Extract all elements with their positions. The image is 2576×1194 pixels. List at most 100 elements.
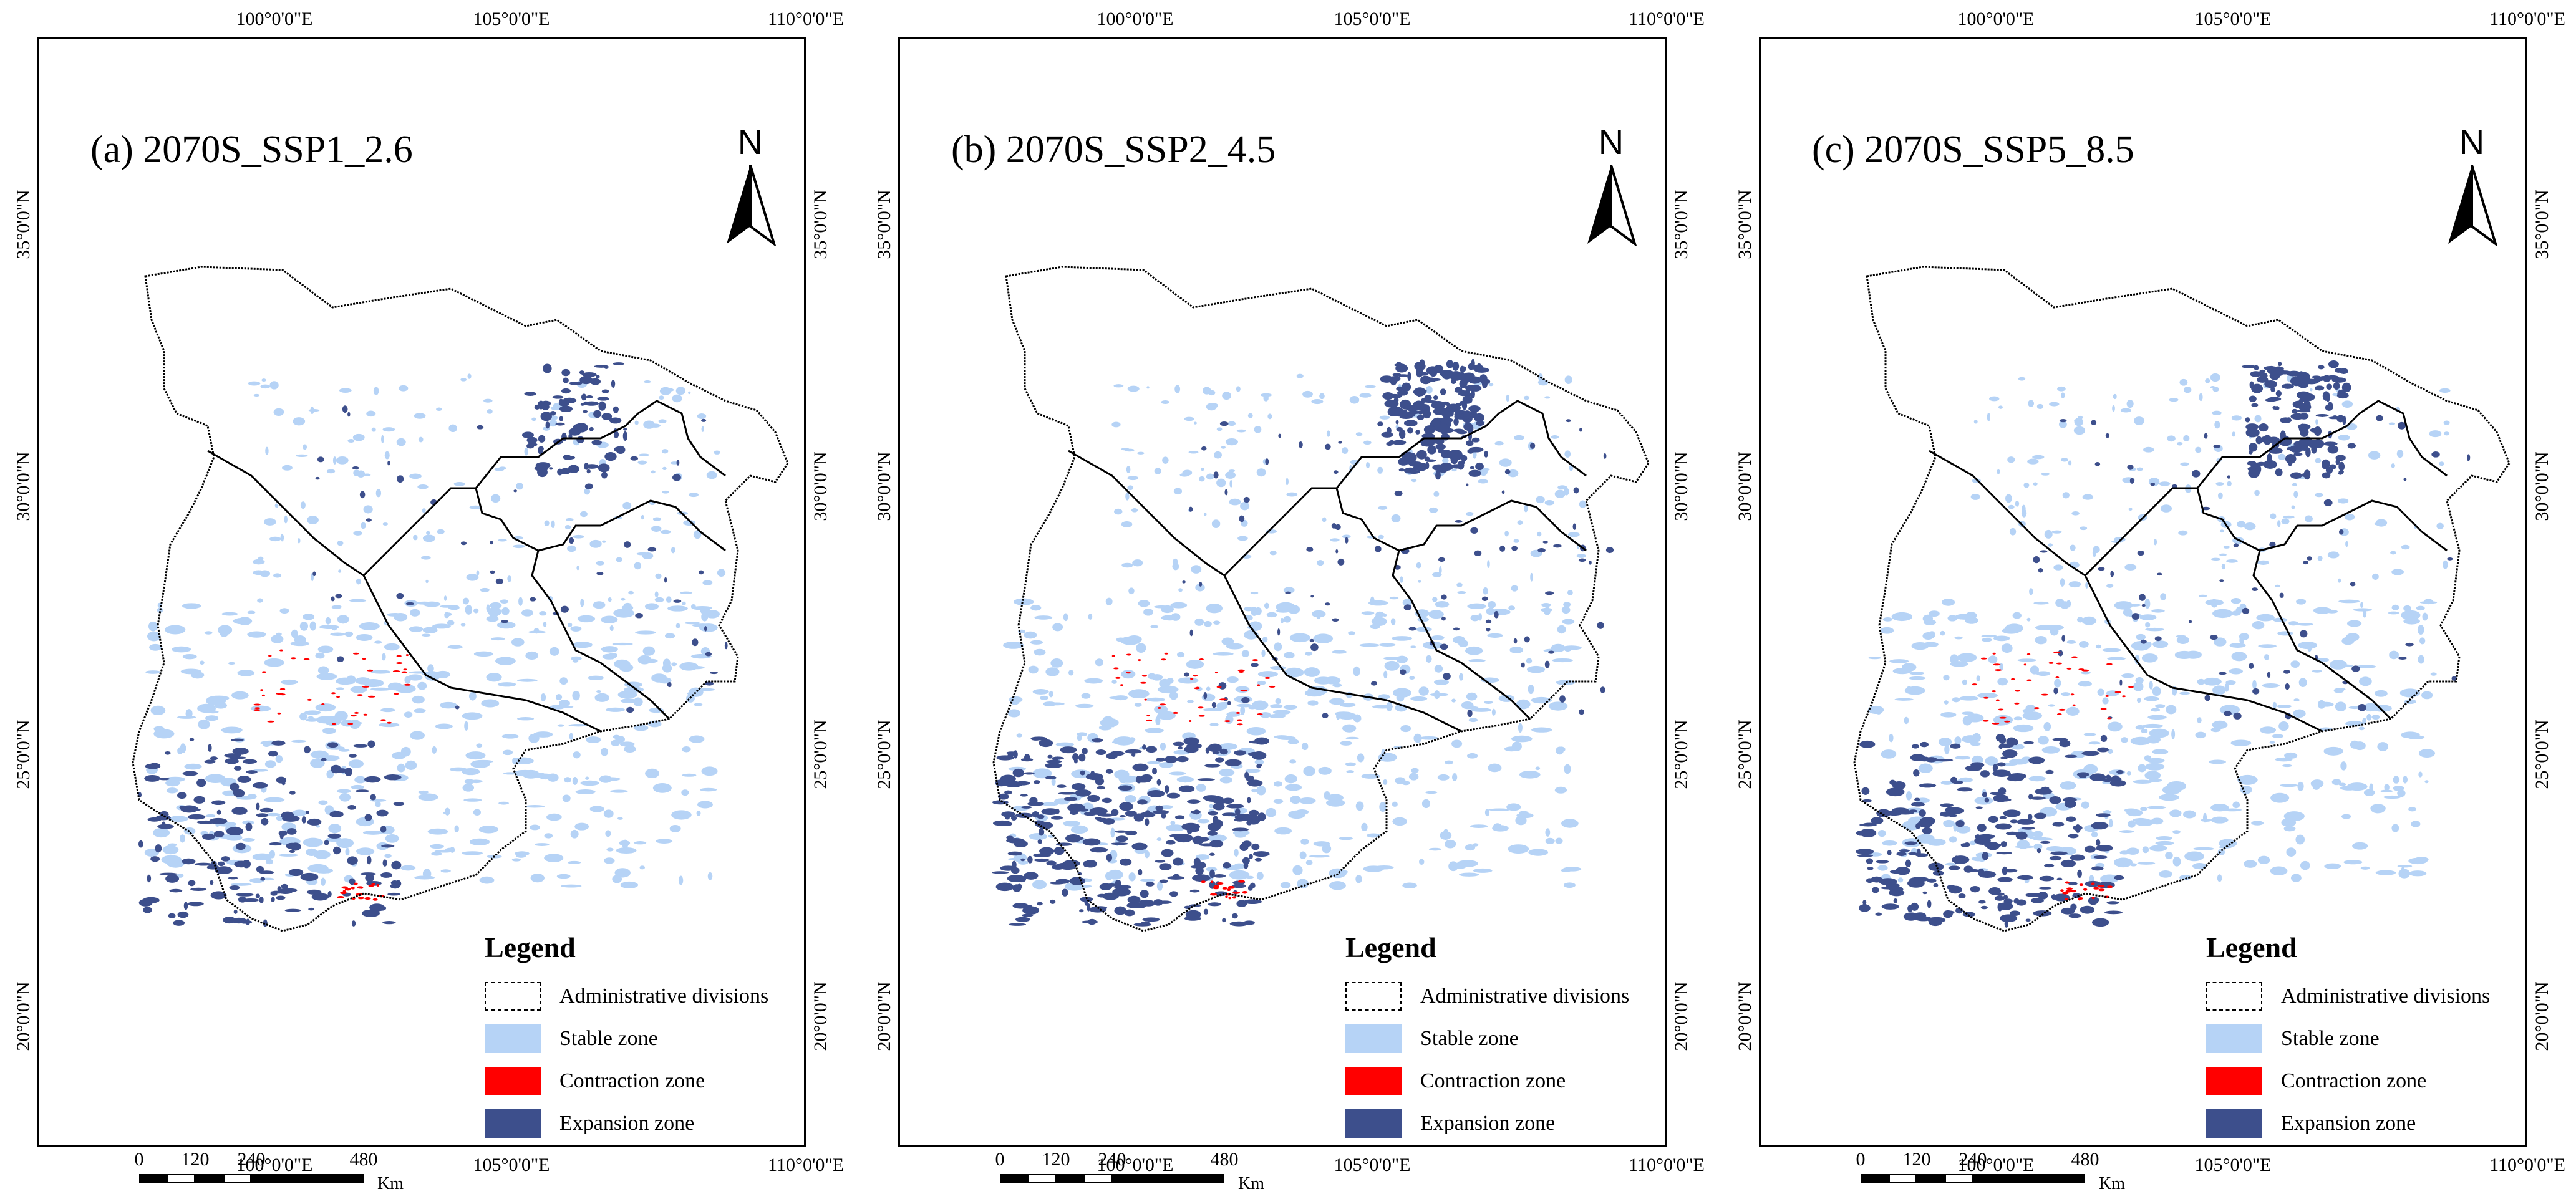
stable-patch — [549, 647, 559, 656]
stable-patch — [1084, 678, 1103, 684]
expansion-patch — [1069, 877, 1085, 885]
stable-patch — [714, 450, 720, 455]
contraction-patch — [2033, 707, 2040, 710]
expansion-patch — [1441, 616, 1446, 621]
stable-patch — [2270, 513, 2277, 519]
expansion-patch — [281, 883, 288, 889]
expansion-patch — [1087, 794, 1100, 802]
stable-patch — [1868, 657, 1881, 660]
stable-patch — [1411, 478, 1417, 483]
expansion-patch — [2254, 365, 2259, 370]
expansion-patch — [1119, 886, 1128, 892]
stable-patch — [2179, 875, 2192, 880]
expansion-patch — [2288, 460, 2292, 466]
stable-patch — [150, 705, 166, 715]
expansion-patch — [1224, 489, 1228, 496]
stable-patch — [1077, 732, 1088, 737]
contraction-patch — [352, 652, 359, 655]
expansion-patch — [1039, 739, 1053, 748]
expansion-patch — [1037, 902, 1043, 906]
stable-patch — [2229, 643, 2246, 648]
expansion-patch — [2106, 901, 2119, 905]
contraction-patch — [1146, 719, 1153, 721]
expansion-patch — [2303, 561, 2308, 565]
stable-patch — [1961, 711, 1974, 715]
stable-patch — [1473, 868, 1493, 873]
expansion-patch — [2050, 851, 2068, 855]
expansion-patch — [1975, 806, 1983, 809]
expansion-patch — [162, 821, 166, 827]
expansion-patch — [2127, 465, 2134, 470]
expansion-patch — [1442, 372, 1452, 380]
expansion-patch — [2300, 445, 2309, 451]
stable-patch — [1311, 399, 1324, 405]
stable-patch — [469, 838, 490, 845]
stable-patch — [1922, 642, 1939, 648]
stable-patch — [190, 672, 205, 679]
expansion-patch — [2059, 739, 2071, 748]
stable-patch — [1561, 869, 1572, 872]
stable-patch — [2443, 560, 2448, 569]
expansion-patch — [1243, 496, 1250, 503]
stable-patch — [498, 466, 506, 470]
swatch-contraction — [485, 1067, 541, 1095]
stable-patch — [2404, 699, 2416, 705]
stable-patch — [436, 407, 442, 411]
expansion-patch — [1234, 818, 1246, 822]
expansion-patch — [2312, 375, 2321, 379]
expansion-patch — [1992, 764, 1998, 772]
expansion-patch — [2286, 417, 2291, 421]
expansion-patch — [676, 460, 680, 466]
stable-patch — [1941, 599, 1955, 606]
expansion-patch — [2106, 774, 2111, 780]
expansion-patch — [196, 778, 206, 787]
expansion-patch — [1186, 824, 1197, 833]
stable-patch — [1435, 600, 1450, 608]
expansion-patch — [289, 850, 295, 854]
expansion-patch — [1015, 917, 1030, 922]
expansion-patch — [1940, 803, 1954, 807]
map-panel-b: 100°0'0"E 105°0'0"E 110°0'0"E 100°0'0"E … — [861, 0, 1721, 1193]
lon-tick-top: 110°0'0"E — [768, 9, 844, 29]
stable-patch — [1443, 829, 1448, 835]
contraction-patch — [2048, 662, 2054, 664]
stable-patch — [2133, 681, 2144, 691]
expansion-patch — [1243, 899, 1262, 905]
stable-patch — [1251, 788, 1258, 793]
stable-patch — [410, 609, 420, 617]
stable-patch — [362, 831, 384, 835]
stable-patch — [2295, 834, 2305, 845]
expansion-patch — [1231, 804, 1244, 809]
contraction-patch — [2011, 678, 2015, 680]
expansion-patch — [1221, 812, 1237, 817]
stable-patch — [562, 794, 571, 802]
expansion-patch — [353, 744, 368, 748]
expansion-patch — [705, 681, 714, 686]
expansion-patch — [305, 811, 309, 814]
lat-tick-left: 35°0'0"N — [1735, 190, 1755, 259]
stable-patch — [569, 733, 573, 740]
expansion-patch — [1212, 751, 1219, 754]
stable-patch — [2055, 599, 2065, 607]
stable-patch — [1111, 421, 1121, 428]
expansion-patch — [1433, 365, 1444, 372]
stable-patch — [2083, 733, 2096, 736]
contraction-patch — [1111, 655, 1115, 657]
expansion-patch — [1943, 910, 1953, 918]
stable-patch — [322, 728, 336, 734]
expansion-patch — [2262, 435, 2272, 445]
stable-patch — [1032, 768, 1052, 779]
stable-patch — [2044, 529, 2053, 539]
stable-patch — [1032, 880, 1047, 890]
stable-patch — [1008, 709, 1020, 718]
stable-patch — [237, 670, 255, 676]
expansion-patch — [1034, 858, 1050, 862]
stable-patch — [1402, 781, 1410, 786]
stable-patch — [260, 384, 271, 389]
legend-label: Expansion zone — [559, 1112, 695, 1135]
stable-patch — [2140, 807, 2148, 811]
stable-patch — [2033, 837, 2053, 841]
stable-patch — [2060, 578, 2065, 587]
contraction-patch — [2072, 704, 2076, 706]
contraction-patch — [2098, 888, 2105, 892]
